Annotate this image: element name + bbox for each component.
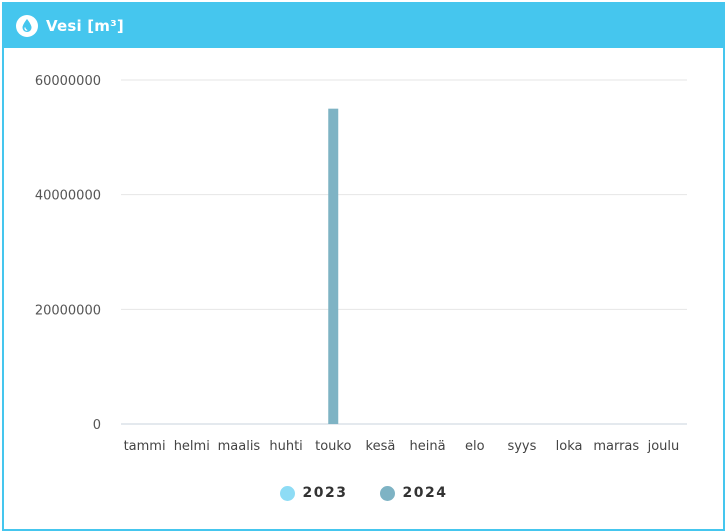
y-tick-label: 60000000: [35, 74, 101, 89]
legend-swatch: [379, 485, 395, 501]
card-title: Vesi [m³]: [46, 17, 124, 35]
legend: 2023 2024: [4, 481, 723, 505]
legend-swatch: [279, 485, 295, 501]
x-tick-label: loka: [556, 439, 583, 454]
x-tick-label: helmi: [174, 439, 210, 454]
bars: [328, 108, 339, 424]
legend-item-2024[interactable]: 2024: [379, 485, 448, 501]
x-axis: tammi helmi maalis huhti touko kesä heinä elo sy…: [124, 439, 680, 454]
x-tick-label: heinä: [410, 439, 446, 454]
legend-item-2023[interactable]: 2023: [279, 485, 348, 501]
y-tick-label: 20000000: [35, 303, 101, 318]
legend-label: 2023: [302, 485, 348, 501]
legend-label: 2024: [402, 485, 448, 501]
x-tick-label: touko: [315, 439, 351, 454]
bar-2024-touko[interactable]: [328, 108, 339, 424]
water-drop-icon: [14, 13, 40, 39]
y-tick-label: 40000000: [35, 189, 101, 204]
x-tick-label: syys: [507, 439, 536, 454]
x-tick-label: marras: [593, 439, 639, 454]
x-tick-label: maalis: [218, 439, 261, 454]
chart-area: 0 20000000 40000000 60000000 tammi helmi maal…: [4, 50, 723, 529]
bar-chart: 0 20000000 40000000 60000000 tammi helmi maal…: [35, 74, 687, 454]
x-tick-label: huhti: [269, 439, 302, 454]
x-tick-label: elo: [465, 439, 485, 454]
x-tick-label: tammi: [124, 439, 166, 454]
card-header: Vesi [m³]: [4, 4, 723, 48]
y-tick-label: 0: [93, 418, 101, 433]
x-tick-label: kesä: [366, 439, 396, 454]
y-axis: 0 20000000 40000000 60000000: [35, 74, 101, 433]
x-tick-label: joulu: [647, 439, 680, 454]
grid-lines: [121, 79, 687, 425]
